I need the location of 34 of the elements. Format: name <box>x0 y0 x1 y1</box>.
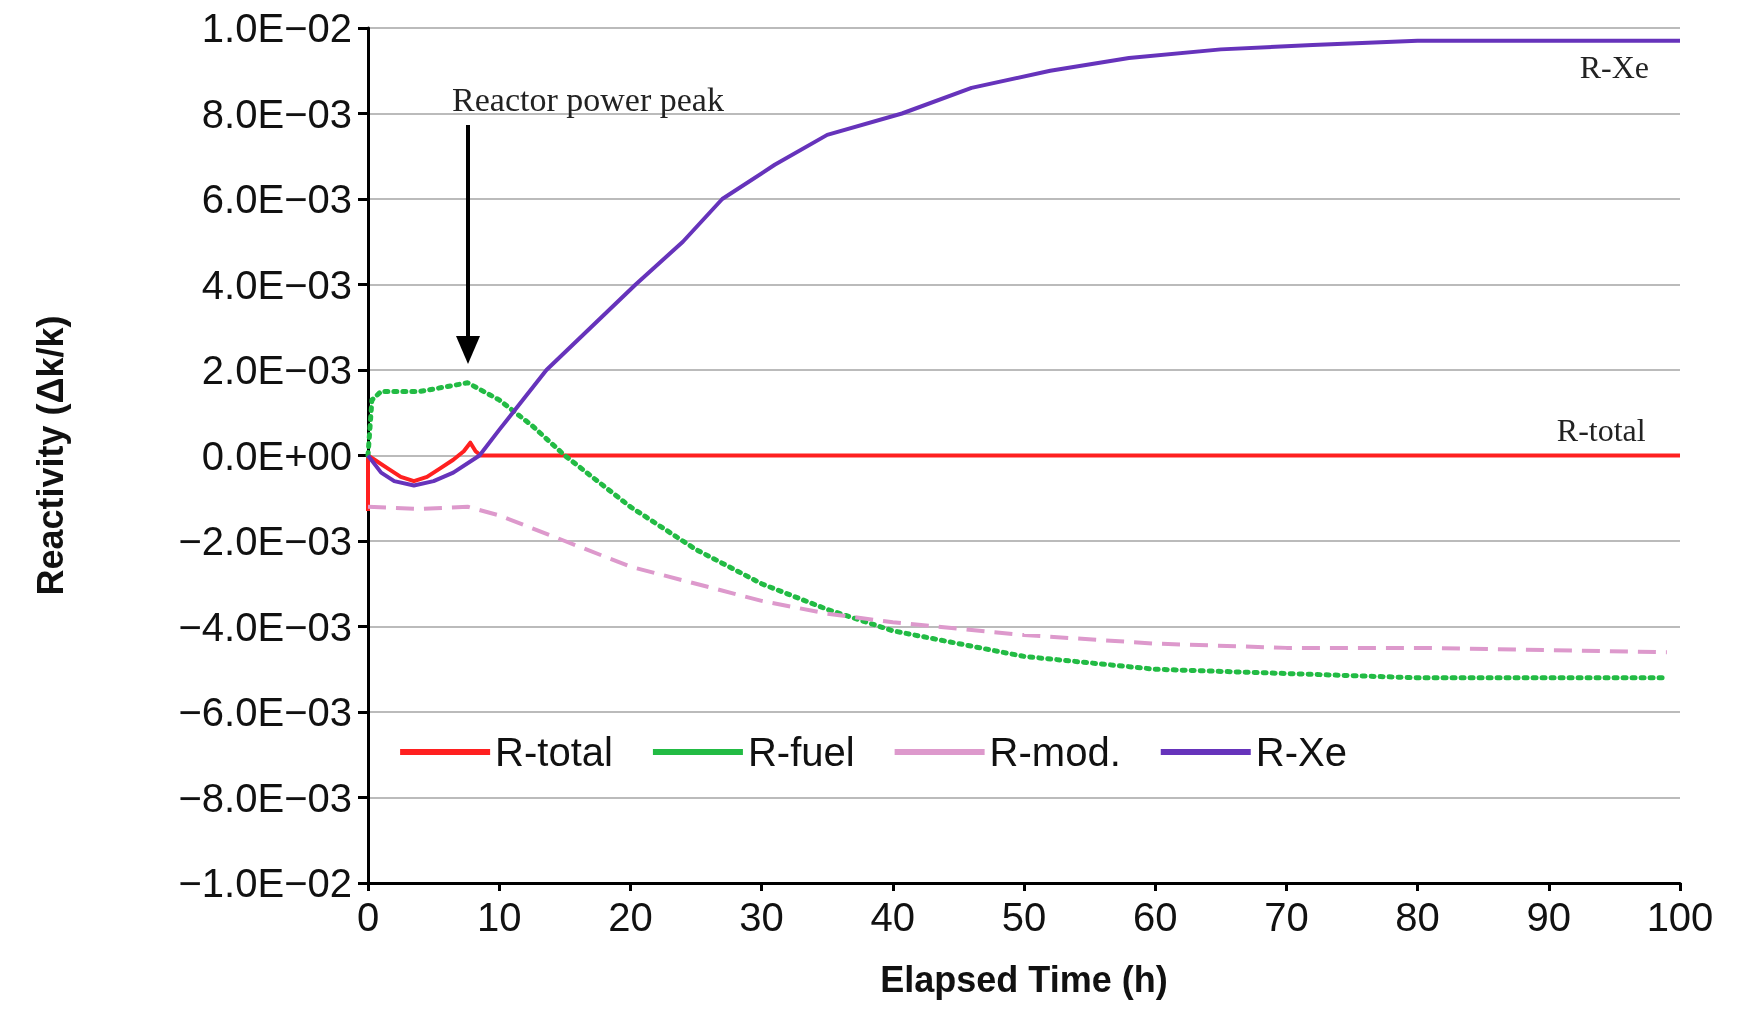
legend-label: R-fuel <box>747 730 855 774</box>
y-tick-label: −8.0E−03 <box>178 775 352 820</box>
x-tick-label: 0 <box>356 895 380 939</box>
legend-label: R-Xe <box>1255 730 1347 774</box>
y-tick-label: −1.0E−02 <box>178 861 352 905</box>
y-tick-label: 1.0E−02 <box>201 6 352 50</box>
y-tick-label: −2.0E−03 <box>178 519 352 563</box>
y-tick-label: −6.0E−03 <box>178 690 352 734</box>
x-tick-label: 60 <box>1132 895 1178 939</box>
x-tick-label: 20 <box>608 895 653 939</box>
line-series <box>366 38 1682 488</box>
x-tick-label: 100 <box>1646 895 1714 939</box>
annotation: R-total <box>1556 411 1646 448</box>
y-tick-label: 8.0E−03 <box>201 91 352 136</box>
x-tick-label: 90 <box>1526 895 1572 939</box>
y-tick-label: 2.0E−03 <box>201 348 352 392</box>
y-tick-label: 0.0E+00 <box>201 433 352 478</box>
x-tick-label: 80 <box>1395 895 1440 939</box>
legend-label: R-total <box>495 730 613 774</box>
x-tick-label: 40 <box>870 895 916 939</box>
line-series <box>366 440 1682 514</box>
legend-label: R-mod. <box>989 730 1121 774</box>
x-tick-label: 30 <box>739 895 784 939</box>
y-axis-title: Reactivity (Δk/k) <box>29 315 71 596</box>
x-axis-title: Elapsed Time (h) <box>880 958 1168 1000</box>
line-series <box>366 504 1669 655</box>
y-tick-label: 6.0E−03 <box>201 177 352 221</box>
y-tick-label: 4.0E−03 <box>201 262 352 307</box>
x-tick-label: 50 <box>1001 895 1047 939</box>
annotation: Reactor power peak <box>452 81 724 119</box>
annotation: R-Xe <box>1579 48 1650 85</box>
x-tick-label: 70 <box>1264 895 1309 939</box>
y-tick-label: −4.0E−03 <box>178 604 352 649</box>
x-tick-label: 10 <box>476 895 522 939</box>
